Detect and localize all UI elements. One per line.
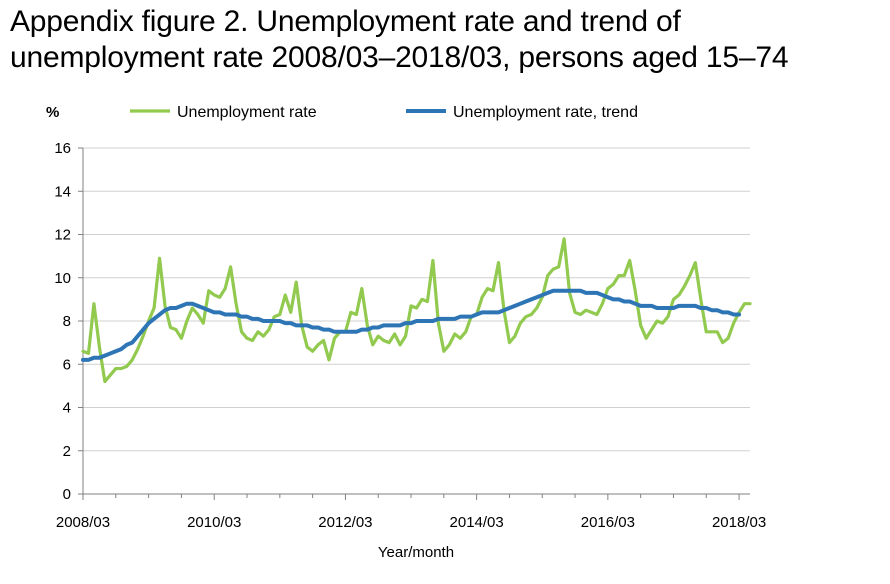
x-tick-label: 2014/03	[450, 514, 504, 531]
chart-title: Appendix figure 2. Unemployment rate and…	[10, 4, 880, 76]
axes	[78, 147, 750, 500]
legend: Unemployment rate Unemployment rate, tren…	[130, 104, 638, 121]
x-tick-label: 2016/03	[581, 514, 635, 531]
x-tick-label: 2012/03	[318, 514, 372, 531]
x-tick-labels: 2008/03 2010/03 2012/03 2014/03 2016/03 2018/…	[56, 514, 766, 531]
y-tick-label: 14	[54, 183, 71, 200]
y-tick-label: 8	[63, 313, 71, 330]
chart-title-line-2: unemployment rate 2008/03–2018/03, perso…	[10, 41, 789, 74]
y-axis-label: %	[46, 104, 59, 121]
series-line-unemployment-rate-trend	[81, 288, 742, 362]
y-tick-label: 6	[63, 356, 71, 373]
y-tick-labels: 0 2 4 6 8 10 12 14 16	[54, 140, 71, 503]
series-lines	[81, 237, 752, 384]
x-tick-label: 2008/03	[56, 514, 110, 531]
x-tick-label: 2018/03	[712, 514, 766, 531]
y-tick-label: 12	[54, 227, 71, 244]
x-axis-label: Year/month	[378, 544, 454, 561]
y-tick-label: 0	[63, 486, 71, 503]
legend-label-unemployment-rate: Unemployment rate	[177, 104, 317, 121]
legend-label-trend: Unemployment rate, trend	[453, 104, 638, 121]
y-tick-label: 2	[63, 443, 71, 460]
x-tick-label: 2010/03	[187, 514, 241, 531]
y-tick-label: 10	[54, 270, 71, 287]
y-tick-label: 16	[54, 140, 71, 157]
series-line-unemployment-rate	[81, 237, 752, 384]
y-tick-label: 4	[63, 400, 71, 417]
gridlines	[83, 147, 750, 452]
chart-title-line-1: Appendix figure 2. Unemployment rate and…	[10, 5, 681, 38]
